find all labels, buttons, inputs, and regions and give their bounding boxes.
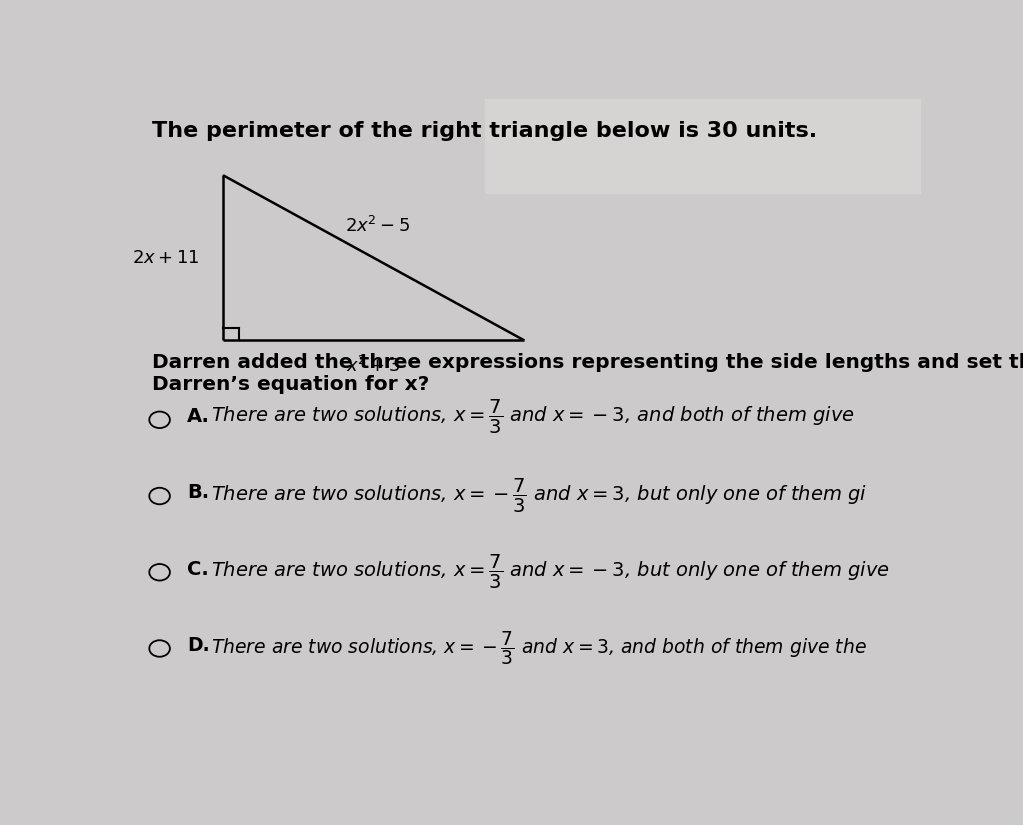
Text: D.: D. [187, 636, 210, 655]
Text: There are two solutions, $x = -\dfrac{7}{3}$ and $x = 3$, but only one of them g: There are two solutions, $x = -\dfrac{7}… [211, 477, 868, 515]
Text: Darren’s equation for x?: Darren’s equation for x? [151, 375, 429, 394]
Bar [485, 99, 921, 195]
Text: B.: B. [187, 483, 210, 502]
Text: C.: C. [187, 559, 209, 578]
Text: There are two solutions, $x = \dfrac{7}{3}$ and $x = -3$, but only one of them g: There are two solutions, $x = \dfrac{7}{… [211, 554, 890, 592]
Text: Darren added the three expressions representing the side lengths and set the: Darren added the three expressions repre… [151, 353, 1023, 372]
Text: $x^2 + 3$: $x^2 + 3$ [347, 356, 401, 376]
Text: $2x + 11$: $2x + 11$ [132, 249, 199, 266]
Text: There are two solutions, $x = -\dfrac{7}{3}$ and $x = 3$, and both of them give : There are two solutions, $x = -\dfrac{7}… [211, 629, 866, 667]
Text: There are two solutions, $x = \dfrac{7}{3}$ and $x = -3$, and both of them give: There are two solutions, $x = \dfrac{7}{… [211, 398, 855, 436]
Text: A.: A. [187, 407, 210, 427]
Text: The perimeter of the right triangle below is 30 units.: The perimeter of the right triangle belo… [151, 121, 816, 141]
Text: $2x^2 - 5$: $2x^2 - 5$ [345, 216, 410, 236]
